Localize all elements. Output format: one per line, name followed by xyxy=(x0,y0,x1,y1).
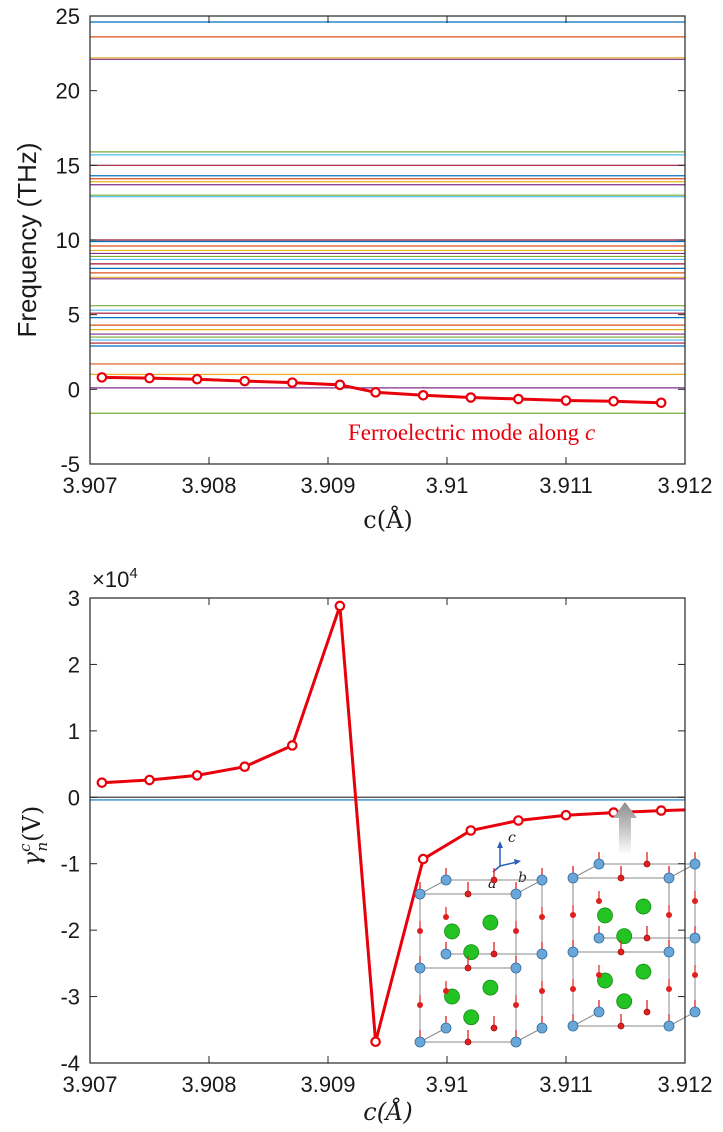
gamma-y-tick-label: 1 xyxy=(68,719,80,744)
axis-b-label: b xyxy=(518,870,527,886)
gamma-point xyxy=(96,777,108,788)
axis-a-label: a xyxy=(488,876,496,892)
gamma-x-tick-label: 3.91 xyxy=(426,1072,469,1097)
ferroelectric-mode-markers xyxy=(96,372,667,409)
frequency-point xyxy=(417,390,429,401)
displacement-arrow-icon xyxy=(613,802,637,855)
gamma-x-tick-label: 3.907 xyxy=(62,1072,117,1097)
frequency-point xyxy=(286,377,298,388)
frequency-x-tick-label: 3.908 xyxy=(181,473,236,498)
gamma-point xyxy=(560,809,572,821)
gamma-point xyxy=(513,815,524,826)
axis-triad: c a b xyxy=(488,830,527,892)
frequency-x-tick-label: 3.907 xyxy=(62,473,117,498)
gamma-x-tick-label: 3.912 xyxy=(657,1072,712,1097)
frequency-y-tick-label: 15 xyxy=(56,153,80,178)
gamma-point xyxy=(417,853,429,865)
gamma-panel: c a b 3.907 3.908 3.909 3.91 3.911 3.912 -4 -3 -… xyxy=(16,565,713,1126)
frequency-y-tick-label: 20 xyxy=(56,79,80,104)
gamma-x-label: c(Å) xyxy=(363,1097,413,1126)
gamma-y-tick-label: -4 xyxy=(60,1051,80,1076)
gamma-point xyxy=(465,825,477,836)
gamma-point xyxy=(239,761,250,773)
frequency-y-tick-label: 10 xyxy=(56,228,80,253)
frequency-y-tick-label: 25 xyxy=(56,4,80,29)
gamma-point xyxy=(334,600,346,612)
gamma-y-tick-label: 2 xyxy=(68,652,80,677)
gamma-point xyxy=(144,774,155,786)
gamma-y-label: γcn(V) xyxy=(16,806,51,866)
exponent-label: ×104 xyxy=(92,565,138,592)
gamma-line xyxy=(101,605,686,1043)
gamma-point xyxy=(286,740,298,751)
crystal-structure-left xyxy=(414,868,548,1048)
ferroelectric-mode-line xyxy=(101,375,662,405)
gamma-point xyxy=(655,805,667,816)
frequency-point xyxy=(465,392,477,403)
gamma-y-tick-label: 3 xyxy=(68,586,80,611)
frequency-point xyxy=(191,373,203,385)
frequency-point xyxy=(608,395,619,407)
frequency-x-tick-label: 3.912 xyxy=(657,473,712,498)
gamma-ticks: 3.907 3.908 3.909 3.91 3.911 3.912 -4 -3 -2 -1 0 1 2… xyxy=(60,586,712,1097)
frequency-y-label: Frequency (THz) xyxy=(12,142,42,337)
gamma-point xyxy=(370,1036,381,1048)
frequency-y-tick-label: 0 xyxy=(68,377,80,402)
frequency-point xyxy=(370,387,381,398)
gamma-point xyxy=(191,770,203,781)
gamma-markers xyxy=(96,600,667,1048)
gamma-background-lines xyxy=(90,796,685,801)
frequency-y-tick-label: -5 xyxy=(60,452,80,477)
gamma-y-tick-label: -1 xyxy=(60,852,80,877)
axis-c-label: c xyxy=(508,830,516,846)
frequency-point xyxy=(655,397,667,409)
frequency-background-modes xyxy=(90,21,685,414)
frequency-x-tick-label: 3.909 xyxy=(300,473,355,498)
frequency-x-tick-label: 3.91 xyxy=(426,473,469,498)
crystal-structure-inset: c a b xyxy=(414,802,701,1048)
gamma-x-tick-label: 3.911 xyxy=(539,1072,592,1097)
frequency-panel: 3.907 3.908 3.909 3.91 3.911 3.912 -5 0 5 10 15 20 2… xyxy=(12,4,713,534)
gamma-y-tick-label: -2 xyxy=(60,918,80,943)
gamma-y-tick-label: -3 xyxy=(60,985,80,1010)
gamma-x-tick-label: 3.908 xyxy=(181,1072,236,1097)
frequency-x-label: c(Å) xyxy=(363,505,413,534)
mode-annotation: Ferroelectric mode along c xyxy=(348,420,595,445)
frequency-point xyxy=(239,375,250,387)
gamma-y-tick-label: 0 xyxy=(68,785,80,810)
crystal-structure-right xyxy=(567,852,701,1032)
frequency-point xyxy=(144,372,155,384)
gamma-plot-frame xyxy=(89,597,686,1064)
frequency-x-tick-label: 3.911 xyxy=(539,473,592,498)
frequency-ticks: 3.907 3.908 3.909 3.91 3.911 3.912 -5 0 5 10 15 20 2… xyxy=(56,4,713,498)
frequency-point xyxy=(513,393,524,405)
frequency-point xyxy=(96,372,108,383)
frequency-y-tick-label: 5 xyxy=(68,303,80,328)
frequency-point xyxy=(560,395,572,406)
frequency-point xyxy=(334,379,346,391)
gamma-x-tick-label: 3.909 xyxy=(300,1072,355,1097)
